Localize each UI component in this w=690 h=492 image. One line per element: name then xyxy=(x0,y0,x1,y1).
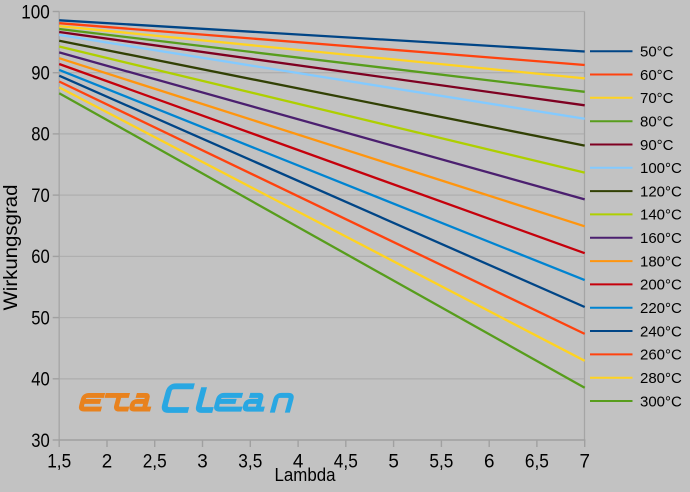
svg-text:260°C: 260°C xyxy=(640,347,682,364)
svg-text:2: 2 xyxy=(102,452,113,473)
svg-text:30: 30 xyxy=(31,431,50,452)
svg-text:4,5: 4,5 xyxy=(334,452,358,473)
svg-text:4: 4 xyxy=(293,452,304,473)
svg-text:70: 70 xyxy=(31,186,50,207)
svg-text:50: 50 xyxy=(31,308,50,329)
svg-text:80: 80 xyxy=(31,125,50,146)
svg-text:180°C: 180°C xyxy=(640,253,682,270)
svg-text:300°C: 300°C xyxy=(640,393,682,410)
svg-text:40: 40 xyxy=(31,370,50,391)
svg-text:50°C: 50°C xyxy=(640,44,674,61)
svg-text:60°C: 60°C xyxy=(640,67,674,84)
svg-text:90: 90 xyxy=(31,64,50,85)
svg-text:3,5: 3,5 xyxy=(238,452,262,473)
svg-text:2,5: 2,5 xyxy=(143,452,167,473)
svg-text:1,5: 1,5 xyxy=(47,452,71,473)
svg-text:3: 3 xyxy=(197,452,208,473)
svg-text:240°C: 240°C xyxy=(640,323,682,340)
svg-text:200°C: 200°C xyxy=(640,277,682,294)
svg-text:5,5: 5,5 xyxy=(429,452,453,473)
svg-text:6: 6 xyxy=(484,452,495,473)
svg-text:70°C: 70°C xyxy=(640,90,674,107)
svg-text:100: 100 xyxy=(21,2,50,23)
svg-text:5: 5 xyxy=(388,452,399,473)
svg-text:160°C: 160°C xyxy=(640,230,682,247)
svg-text:140°C: 140°C xyxy=(640,207,682,224)
svg-text:100°C: 100°C xyxy=(640,160,682,177)
svg-text:Lambda: Lambda xyxy=(275,465,337,485)
svg-text:80°C: 80°C xyxy=(640,114,674,131)
svg-text:Wirkungsgrad: Wirkungsgrad xyxy=(1,185,22,311)
svg-text:6,5: 6,5 xyxy=(525,452,549,473)
svg-text:280°C: 280°C xyxy=(640,370,682,387)
svg-text:7: 7 xyxy=(579,452,590,473)
svg-text:220°C: 220°C xyxy=(640,300,682,317)
svg-text:120°C: 120°C xyxy=(640,183,682,200)
svg-text:60: 60 xyxy=(31,247,50,268)
svg-text:90°C: 90°C xyxy=(640,137,674,154)
